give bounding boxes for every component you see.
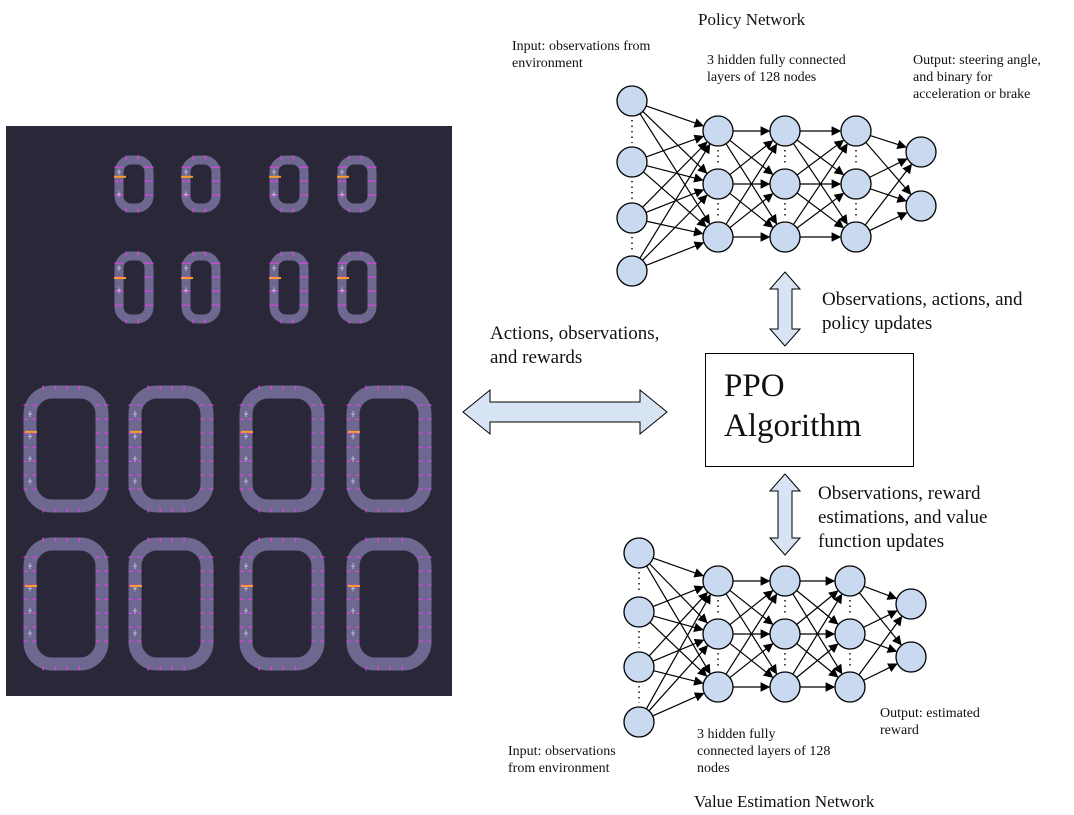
value-connection [646, 595, 710, 709]
value-node [770, 566, 800, 596]
policy-node [770, 169, 800, 199]
policy-connection [640, 114, 709, 224]
policy-node [617, 86, 647, 116]
value-connection [647, 566, 710, 673]
value-network-title: Value Estimation Network [694, 792, 874, 812]
value-node [835, 672, 865, 702]
value-connection [863, 664, 896, 680]
policy-connection [865, 165, 911, 225]
policy-connection [643, 142, 707, 207]
value-node [703, 672, 733, 702]
policy-node [841, 116, 871, 146]
value-arrow-label: Observations, reward estimations, and va… [818, 482, 987, 554]
policy-connection [640, 145, 710, 259]
value-output-label: Output: estimated reward [880, 705, 980, 739]
policy-node [703, 169, 733, 199]
value-connection [653, 558, 703, 576]
value-connection [654, 671, 703, 683]
policy-node [906, 137, 936, 167]
policy-node [841, 169, 871, 199]
value-node [624, 707, 654, 737]
policy-connection [643, 195, 707, 260]
ppo-algorithm-box: PPO Algorithm [705, 353, 914, 467]
policy-node [617, 147, 647, 177]
ppo-algorithm-label: PPO Algorithm [724, 366, 862, 446]
policy-node [770, 222, 800, 252]
value-node [703, 619, 733, 649]
value-connection [653, 693, 704, 715]
value-connection [650, 622, 707, 676]
policy-input-label: Input: observations from environment [512, 38, 650, 72]
policy-connection [870, 213, 907, 231]
policy-hidden-label: 3 hidden fully connected layers of 128 n… [707, 52, 846, 86]
value-node [770, 672, 800, 702]
value-connection [649, 593, 707, 656]
policy-network-graph [617, 86, 936, 286]
policy-node [703, 222, 733, 252]
policy-arrow-label: Observations, actions, and policy update… [822, 288, 1023, 336]
value-connection [863, 611, 896, 627]
policy-node [841, 222, 871, 252]
ppo-value-double-arrow [770, 474, 800, 555]
value-node [624, 538, 654, 568]
value-node [835, 566, 865, 596]
value-connection [649, 564, 706, 623]
env-arrow-label: Actions, observations, and rewards [490, 322, 659, 370]
value-node [703, 566, 733, 596]
policy-connection [646, 243, 703, 266]
value-node [624, 597, 654, 627]
policy-node [703, 116, 733, 146]
value-node [896, 589, 926, 619]
policy-node [906, 191, 936, 221]
policy-node [770, 116, 800, 146]
policy-connection [643, 111, 707, 172]
policy-network-title: Policy Network [698, 10, 805, 30]
value-node [835, 619, 865, 649]
policy-connection [869, 159, 906, 177]
policy-node [617, 203, 647, 233]
policy-connection [643, 172, 706, 227]
value-node [624, 652, 654, 682]
value-connection [649, 646, 707, 711]
env-ppo-double-arrow [463, 390, 667, 434]
value-input-label: Input: observations from environment [508, 743, 616, 777]
value-node [896, 642, 926, 672]
policy-connection [646, 136, 703, 156]
policy-node [617, 256, 647, 286]
value-connection [859, 617, 902, 675]
value-hidden-label: 3 hidden fully connected layers of 128 n… [697, 726, 830, 777]
policy-output-label: Output: steering angle, and binary for a… [913, 52, 1041, 103]
value-connection [864, 586, 896, 598]
policy-ppo-double-arrow [770, 272, 800, 346]
value-node [770, 619, 800, 649]
policy-connection [870, 136, 906, 147]
